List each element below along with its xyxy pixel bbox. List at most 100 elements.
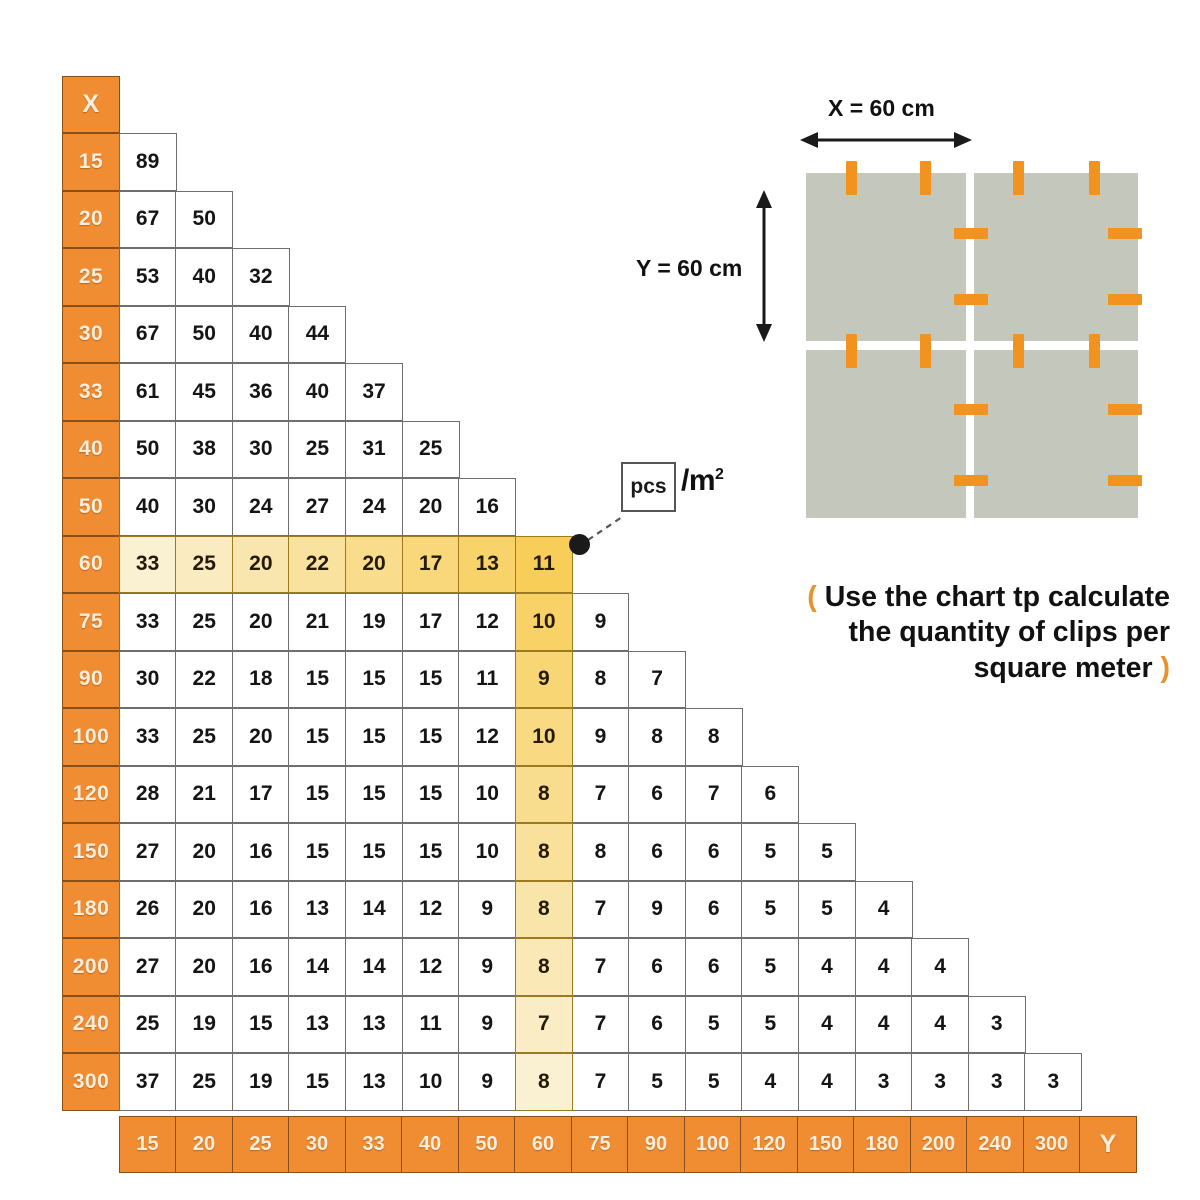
matrix-cell-240-20[interactable]: 19 <box>175 995 234 1054</box>
matrix-cell-100-75[interactable]: 9 <box>571 708 630 766</box>
col-header-33[interactable]: 33 <box>344 1116 403 1173</box>
col-header-150[interactable]: 150 <box>796 1116 855 1173</box>
matrix-cell-100-30[interactable]: 15 <box>288 708 347 766</box>
col-header-75[interactable]: 75 <box>570 1116 629 1173</box>
row-header-90[interactable]: 90 <box>62 650 120 708</box>
matrix-cell-240-180[interactable]: 4 <box>854 995 913 1054</box>
matrix-cell-180-33[interactable]: 14 <box>345 880 404 939</box>
col-header-30[interactable]: 30 <box>288 1116 346 1173</box>
matrix-cell-180-15[interactable]: 26 <box>118 880 177 939</box>
matrix-cell-300-20[interactable]: 25 <box>175 1053 234 1111</box>
matrix-cell-33-20[interactable]: 45 <box>175 363 234 421</box>
matrix-cell-20-20[interactable]: 50 <box>175 190 234 249</box>
matrix-cell-90-50[interactable]: 11 <box>458 650 517 709</box>
matrix-cell-240-60[interactable]: 7 <box>514 995 573 1054</box>
matrix-cell-90-60[interactable]: 9 <box>514 650 573 709</box>
matrix-cell-120-30[interactable]: 15 <box>288 765 347 824</box>
matrix-cell-40-30[interactable]: 25 <box>288 420 347 479</box>
col-header-240[interactable]: 240 <box>966 1116 1024 1173</box>
matrix-cell-50-33[interactable]: 24 <box>345 478 404 536</box>
row-header-50[interactable]: 50 <box>62 478 120 536</box>
matrix-cell-300-200[interactable]: 3 <box>911 1053 970 1111</box>
matrix-cell-240-30[interactable]: 13 <box>288 995 347 1054</box>
matrix-cell-180-30[interactable]: 13 <box>288 880 347 939</box>
matrix-cell-150-40[interactable]: 15 <box>401 823 460 881</box>
matrix-cell-120-15[interactable]: 28 <box>118 765 177 824</box>
matrix-cell-200-90[interactable]: 6 <box>628 938 687 996</box>
matrix-cell-300-150[interactable]: 4 <box>797 1053 856 1111</box>
col-header-200[interactable]: 200 <box>909 1116 968 1173</box>
matrix-cell-100-20[interactable]: 25 <box>175 708 234 766</box>
col-header-120[interactable]: 120 <box>740 1116 798 1173</box>
matrix-cell-50-40[interactable]: 20 <box>401 478 460 536</box>
matrix-cell-240-15[interactable]: 25 <box>118 995 177 1054</box>
matrix-cell-90-75[interactable]: 8 <box>571 650 630 709</box>
matrix-cell-30-25[interactable]: 40 <box>231 305 290 364</box>
matrix-cell-150-120[interactable]: 5 <box>741 823 800 881</box>
row-header-33[interactable]: 33 <box>62 363 120 421</box>
matrix-cell-200-150[interactable]: 4 <box>797 938 856 996</box>
matrix-cell-300-40[interactable]: 10 <box>401 1053 460 1111</box>
matrix-cell-300-300[interactable]: 3 <box>1024 1053 1083 1111</box>
col-header-100[interactable]: 100 <box>683 1116 742 1173</box>
matrix-cell-120-90[interactable]: 6 <box>628 765 687 824</box>
matrix-cell-100-25[interactable]: 20 <box>231 708 290 766</box>
matrix-cell-150-150[interactable]: 5 <box>797 823 856 881</box>
matrix-cell-150-33[interactable]: 15 <box>345 823 404 881</box>
matrix-cell-20-15[interactable]: 67 <box>118 190 177 249</box>
matrix-cell-33-25[interactable]: 36 <box>231 363 290 421</box>
matrix-cell-300-240[interactable]: 3 <box>967 1053 1026 1111</box>
matrix-cell-40-33[interactable]: 31 <box>345 420 404 479</box>
matrix-cell-300-90[interactable]: 5 <box>628 1053 687 1111</box>
row-header-100[interactable]: 100 <box>62 708 120 766</box>
matrix-cell-120-75[interactable]: 7 <box>571 765 630 824</box>
matrix-cell-200-15[interactable]: 27 <box>118 938 177 996</box>
matrix-cell-180-75[interactable]: 7 <box>571 880 630 939</box>
matrix-cell-75-40[interactable]: 17 <box>401 593 460 651</box>
matrix-cell-40-20[interactable]: 38 <box>175 420 234 479</box>
matrix-cell-300-15[interactable]: 37 <box>118 1053 177 1111</box>
matrix-cell-180-20[interactable]: 20 <box>175 880 234 939</box>
matrix-cell-90-40[interactable]: 15 <box>401 650 460 709</box>
matrix-cell-15-15[interactable]: 89 <box>118 133 177 191</box>
matrix-cell-100-15[interactable]: 33 <box>118 708 177 766</box>
row-header-180[interactable]: 180 <box>62 880 120 938</box>
matrix-cell-200-120[interactable]: 5 <box>741 938 800 996</box>
matrix-cell-180-180[interactable]: 4 <box>854 880 913 939</box>
matrix-cell-240-33[interactable]: 13 <box>345 995 404 1054</box>
row-header-240[interactable]: 240 <box>62 995 120 1053</box>
col-header-20[interactable]: 20 <box>175 1116 233 1173</box>
matrix-cell-240-120[interactable]: 5 <box>741 995 800 1054</box>
matrix-cell-150-25[interactable]: 16 <box>231 823 290 881</box>
matrix-cell-240-90[interactable]: 6 <box>628 995 687 1054</box>
matrix-cell-60-25[interactable]: 20 <box>231 535 290 594</box>
matrix-cell-200-180[interactable]: 4 <box>854 938 913 996</box>
matrix-cell-300-120[interactable]: 4 <box>741 1053 800 1111</box>
matrix-cell-300-50[interactable]: 9 <box>458 1053 517 1111</box>
matrix-cell-60-60[interactable]: 11 <box>514 535 573 594</box>
matrix-cell-120-100[interactable]: 7 <box>684 765 743 824</box>
matrix-cell-100-90[interactable]: 8 <box>628 708 687 766</box>
matrix-cell-60-50[interactable]: 13 <box>458 535 517 594</box>
matrix-cell-120-20[interactable]: 21 <box>175 765 234 824</box>
row-header-120[interactable]: 120 <box>62 765 120 823</box>
matrix-cell-300-60[interactable]: 8 <box>514 1053 573 1111</box>
matrix-cell-40-15[interactable]: 50 <box>118 420 177 479</box>
matrix-cell-150-100[interactable]: 6 <box>684 823 743 881</box>
matrix-cell-200-40[interactable]: 12 <box>401 938 460 996</box>
matrix-cell-240-75[interactable]: 7 <box>571 995 630 1054</box>
matrix-cell-100-50[interactable]: 12 <box>458 708 517 766</box>
matrix-cell-90-33[interactable]: 15 <box>345 650 404 709</box>
matrix-cell-240-100[interactable]: 5 <box>684 995 743 1054</box>
row-header-25[interactable]: 25 <box>62 248 120 306</box>
matrix-cell-50-20[interactable]: 30 <box>175 478 234 536</box>
matrix-cell-240-40[interactable]: 11 <box>401 995 460 1054</box>
matrix-cell-150-30[interactable]: 15 <box>288 823 347 881</box>
matrix-cell-200-30[interactable]: 14 <box>288 938 347 996</box>
matrix-cell-180-150[interactable]: 5 <box>797 880 856 939</box>
col-header-50[interactable]: 50 <box>457 1116 516 1173</box>
matrix-cell-180-90[interactable]: 9 <box>628 880 687 939</box>
matrix-cell-120-60[interactable]: 8 <box>514 765 573 824</box>
matrix-cell-240-240[interactable]: 3 <box>967 995 1026 1054</box>
matrix-cell-90-90[interactable]: 7 <box>628 650 687 709</box>
